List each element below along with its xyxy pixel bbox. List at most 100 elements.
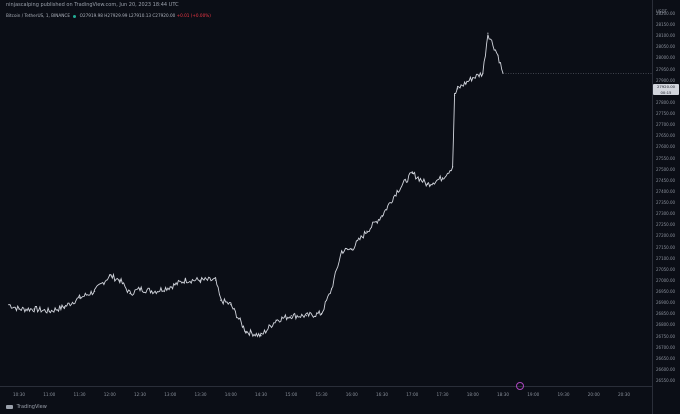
- time-tick-label: 15:00: [285, 392, 298, 397]
- price-tick-label: 27550.00: [656, 155, 676, 161]
- ohlc-values: O27919.98 H27929.99 L27910.13 C27920.00: [79, 13, 176, 18]
- time-tick-label: 20:30: [617, 392, 631, 397]
- price-tick-label: 26650.00: [656, 355, 676, 361]
- price-point: [497, 54, 499, 57]
- footer-brand: TradingView: [6, 404, 47, 410]
- price-point: [381, 215, 383, 217]
- price-point: [109, 275, 111, 277]
- price-point: [320, 312, 323, 315]
- price-point: [351, 248, 353, 250]
- market-status-icon: [73, 14, 77, 18]
- symbol-legend: Bitcoin / TetherUS, 1, BINANCE O27919.98…: [6, 13, 211, 18]
- price-tick-label: 27250.00: [656, 222, 676, 228]
- price-point: [94, 290, 96, 292]
- price-tick-label: 27800.00: [656, 99, 676, 105]
- price-point: [452, 166, 454, 168]
- time-tick-label: 17:00: [406, 392, 419, 397]
- price-unit: USDT: [656, 9, 667, 14]
- price-tick-label: 26800.00: [656, 322, 676, 328]
- price-point: [260, 335, 262, 337]
- price-tick-label: 26600.00: [656, 366, 676, 372]
- economic-event-icon[interactable]: [516, 382, 524, 390]
- price-tick-label: 27750.00: [656, 111, 676, 117]
- time-axis-line: [0, 386, 652, 387]
- price-tick-label: 28050.00: [656, 44, 676, 50]
- price-tick-label: 26750.00: [656, 333, 676, 339]
- symbol-name[interactable]: Bitcoin / TetherUS, 1, BINANCE: [6, 13, 70, 18]
- price-tick-label: 26950.00: [656, 289, 676, 295]
- price-point: [169, 286, 171, 288]
- price-tick-label: 27400.00: [656, 188, 676, 194]
- price-point: [396, 190, 398, 192]
- price-point: [341, 250, 343, 252]
- price-point: [305, 315, 307, 317]
- time-tick-label: 12:00: [103, 392, 116, 397]
- price-point: [331, 288, 333, 290]
- price-point: [8, 304, 10, 306]
- price-point: [441, 177, 444, 179]
- time-tick-label: 18:30: [496, 392, 510, 397]
- time-tick-label: 11:00: [43, 392, 56, 397]
- price-tick-label: 27150.00: [656, 244, 676, 250]
- price-tick-label: 27300.00: [656, 211, 676, 217]
- price-point: [139, 288, 141, 290]
- price-point: [426, 183, 428, 186]
- last-price-tag: 27920.00 00:15: [653, 84, 679, 95]
- time-tick-label: 19:00: [527, 392, 540, 397]
- time-tick-label: 15:30: [315, 392, 328, 397]
- publisher-line: ninjascalping published on TradingView.c…: [6, 2, 179, 8]
- price-tick-label: 27700.00: [656, 122, 676, 128]
- time-tick-label: 14:00: [224, 392, 237, 397]
- price-point: [220, 299, 222, 301]
- price-tick-label: 26700.00: [656, 344, 676, 350]
- price-point: [230, 304, 232, 306]
- price-tick-label: 26850.00: [656, 311, 676, 317]
- price-point: [78, 297, 81, 299]
- price-point: [472, 77, 474, 79]
- price-point: [457, 88, 459, 90]
- price-point: [154, 290, 156, 292]
- time-tick-label: 19:30: [557, 392, 570, 397]
- price-series-line: [8, 34, 504, 338]
- time-tick-label: 14:30: [254, 392, 268, 397]
- change-value: +0.01 (+0.00%): [176, 13, 211, 18]
- price-point: [18, 308, 20, 310]
- price-tick-label: 27000.00: [656, 277, 676, 283]
- price-tick-label: 28000.00: [656, 55, 676, 61]
- price-point: [290, 315, 292, 317]
- time-tick-label: 16:00: [345, 392, 358, 397]
- price-tick-label: 27100.00: [656, 255, 676, 261]
- price-point: [199, 279, 202, 281]
- time-tick-label: 12:30: [133, 392, 147, 397]
- price-chart[interactable]: [0, 0, 652, 386]
- price-tick-label: 27900.00: [656, 77, 676, 83]
- price-axis[interactable]: [652, 0, 680, 414]
- time-tick-label: 13:00: [164, 392, 177, 397]
- time-tick-label: 13:30: [194, 392, 207, 397]
- price-point: [129, 292, 131, 295]
- time-tick-label: 10:30: [12, 392, 26, 397]
- price-tick-label: 27200.00: [656, 233, 676, 239]
- brand-name: TradingView: [16, 404, 47, 410]
- price-point: [119, 279, 121, 281]
- price-point: [215, 279, 217, 281]
- price-point: [275, 319, 277, 321]
- tradingview-logo-icon: [6, 404, 13, 409]
- price-tick-label: 28200.00: [656, 11, 676, 16]
- last-price-countdown: 00:15: [660, 89, 672, 95]
- price-tick-label: 27600.00: [656, 144, 676, 150]
- price-tick-label: 27050.00: [656, 266, 676, 272]
- price-tick-label: 27350.00: [656, 200, 676, 206]
- price-point: [184, 279, 186, 281]
- price-point: [366, 230, 368, 232]
- price-point: [482, 72, 484, 74]
- price-tick-label: 28150.00: [656, 22, 676, 28]
- time-tick-label: 16:30: [375, 392, 389, 397]
- price-point: [411, 172, 413, 174]
- price-point: [487, 32, 489, 34]
- time-tick-label: 20:00: [587, 392, 600, 397]
- time-tick-label: 17:30: [436, 392, 449, 397]
- price-point: [454, 94, 456, 97]
- price-point: [48, 310, 50, 312]
- price-tick-label: 26550.00: [656, 378, 676, 383]
